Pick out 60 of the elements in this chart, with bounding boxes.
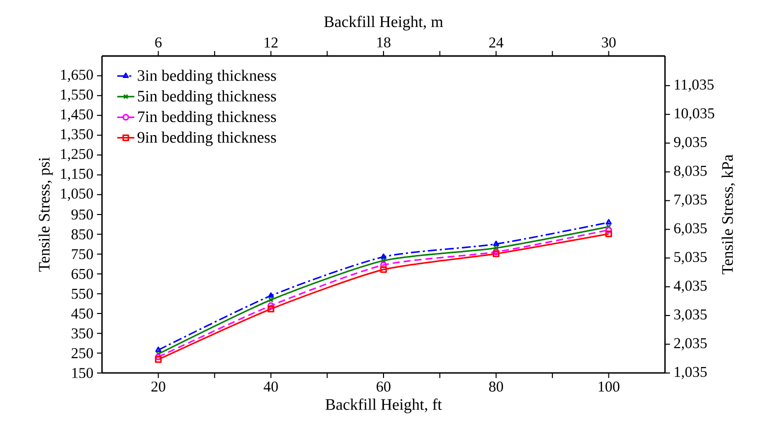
x2-axis-title: Backfill Height, m	[324, 16, 444, 30]
x2-tick-label: 6	[155, 37, 162, 48]
y-tick-label: 1,050	[61, 188, 93, 201]
point	[155, 346, 162, 352]
y-tick-label: 750	[72, 249, 93, 260]
x-axis-title: Backfill Height, ft	[326, 398, 442, 414]
x-tick-label: 40	[264, 382, 278, 392]
point	[380, 254, 387, 259]
point	[268, 302, 274, 309]
y-tick-label: 1,350	[61, 129, 93, 142]
point	[268, 306, 274, 312]
point	[154, 356, 162, 363]
x-tick-label: 100	[598, 382, 620, 392]
point	[380, 266, 387, 273]
y2-tick-label: 4,035	[674, 280, 707, 293]
y2-tick-label: 6,035	[674, 223, 707, 236]
y-tick-label: 650	[72, 268, 93, 279]
y2-tick-label: 11,035	[674, 80, 714, 92]
y-tick-label: 350	[72, 328, 93, 338]
point	[154, 354, 162, 360]
point	[494, 245, 499, 251]
y-tick-label: 450	[71, 308, 93, 319]
x2-tick-label: 18	[377, 37, 390, 48]
y2-tick-label: 10,035	[674, 108, 714, 121]
y2-tick-label: 2,035	[674, 338, 707, 350]
y2-tick-label: 5,035	[674, 252, 707, 264]
x2-tick-label: 30	[602, 37, 616, 48]
y-tick-label: 850	[72, 229, 93, 240]
y-tick-label: 150	[72, 368, 93, 378]
point	[606, 219, 612, 224]
x2-tick-label: 12	[264, 38, 278, 48]
y2-tick-label: 3,035	[674, 309, 707, 322]
x-tick-label: 80	[489, 382, 504, 392]
point	[268, 297, 274, 302]
y2-axis-title: Tensile Stress, kPa	[722, 154, 736, 274]
legend-label: 3in bedding thickness	[138, 70, 276, 84]
legend-label: 5in bedding thickness	[138, 90, 276, 105]
y-tick-label: 1,150	[61, 168, 93, 182]
y-tick-label: 550	[72, 288, 93, 299]
x2-tick-label: 24	[489, 38, 504, 48]
legend-label: 9in bedding thickness	[138, 132, 276, 146]
point	[493, 240, 500, 246]
point	[380, 262, 387, 268]
y-tick-label: 950	[71, 209, 93, 220]
y-axis-title: Tensile Stress, psi	[38, 157, 53, 272]
y2-tick-label: 8,035	[674, 166, 707, 178]
point	[268, 292, 274, 298]
y-tick-label: 1,650	[61, 70, 93, 82]
y2-tick-label: 1,035	[674, 366, 707, 380]
y-tick-label: 1,550	[61, 89, 93, 102]
x-tick-label: 20	[151, 382, 166, 392]
point	[605, 230, 612, 238]
legend-label: 7in bedding thickness	[138, 110, 276, 126]
y2-tick-label: 7,035	[674, 194, 707, 207]
y2-tick-label: 9,035	[674, 136, 707, 150]
y-tick-label: 250	[72, 348, 93, 358]
x-tick-label: 60	[376, 382, 390, 392]
y-tick-label: 1,450	[61, 109, 93, 122]
point	[605, 226, 612, 234]
y-tick-label: 1,250	[61, 148, 93, 162]
